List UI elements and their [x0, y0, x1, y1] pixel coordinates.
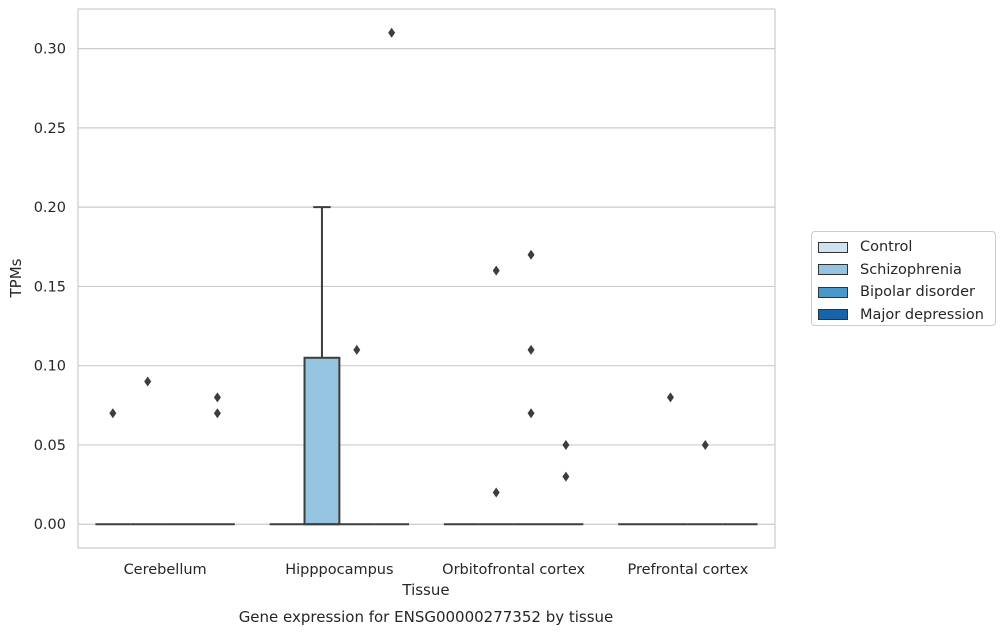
legend-item: Schizophrenia — [818, 259, 995, 282]
box — [303, 356, 341, 526]
y-tick-label: 0.25 — [34, 121, 66, 137]
x-tick-label: Orbitofrontal cortex — [442, 562, 585, 578]
grid-lines — [78, 48, 775, 525]
outlier-point — [213, 408, 221, 419]
outlier-point — [701, 439, 709, 450]
outlier-point — [562, 439, 570, 450]
legend-item: Bipolar disorder — [818, 281, 995, 304]
x-axis-ticks: Cerebellum Hipppocampus Orbitofrontal cort… — [124, 562, 749, 578]
legend-item: Control — [818, 236, 995, 259]
legend-item: Major depression — [818, 304, 995, 327]
legend-swatch — [818, 286, 848, 298]
legend-label: Schizophrenia — [860, 261, 962, 278]
legend-label: Bipolar disorder — [860, 284, 975, 301]
x-tick-label: Prefrontal cortex — [627, 562, 748, 578]
y-tick-label: 0.05 — [34, 438, 66, 454]
legend-swatch — [818, 264, 848, 276]
outlier-point — [388, 27, 396, 38]
outlier-point — [527, 408, 535, 419]
outlier-point — [492, 487, 500, 498]
outlier-point — [527, 344, 535, 355]
x-axis-label: Tissue — [401, 581, 449, 599]
outlier-point — [109, 408, 117, 419]
legend-label: Major depression — [860, 306, 984, 323]
x-tick-label: Cerebellum — [124, 562, 207, 578]
box-series — [95, 27, 758, 526]
outlier-point — [527, 249, 535, 260]
outlier-point — [562, 471, 570, 482]
y-axis-ticks: 0.00 0.05 0.10 0.15 0.20 0.25 0.30 — [34, 42, 66, 534]
legend-swatch — [818, 241, 848, 253]
outlier-point — [144, 376, 152, 387]
y-tick-label: 0.15 — [34, 279, 66, 295]
legend-swatch — [818, 309, 848, 321]
y-tick-label: 0.00 — [34, 517, 66, 533]
outlier-point — [666, 392, 674, 403]
legend-label: Control — [860, 239, 913, 256]
outlier-point — [492, 265, 500, 276]
outlier-point — [353, 344, 361, 355]
chart-title: Gene expression for ENSG00000277352 by t… — [239, 608, 614, 626]
x-tick-label: Hipppocampus — [285, 562, 393, 578]
y-tick-label: 0.30 — [34, 42, 66, 58]
y-tick-label: 0.20 — [34, 200, 66, 216]
y-tick-label: 0.10 — [34, 359, 66, 375]
plot-frame — [77, 8, 776, 549]
y-axis-label: TPMs — [7, 258, 25, 298]
legend: Control Schizophrenia Bipolar disorder Majo… — [811, 231, 996, 326]
outlier-point — [213, 392, 221, 403]
